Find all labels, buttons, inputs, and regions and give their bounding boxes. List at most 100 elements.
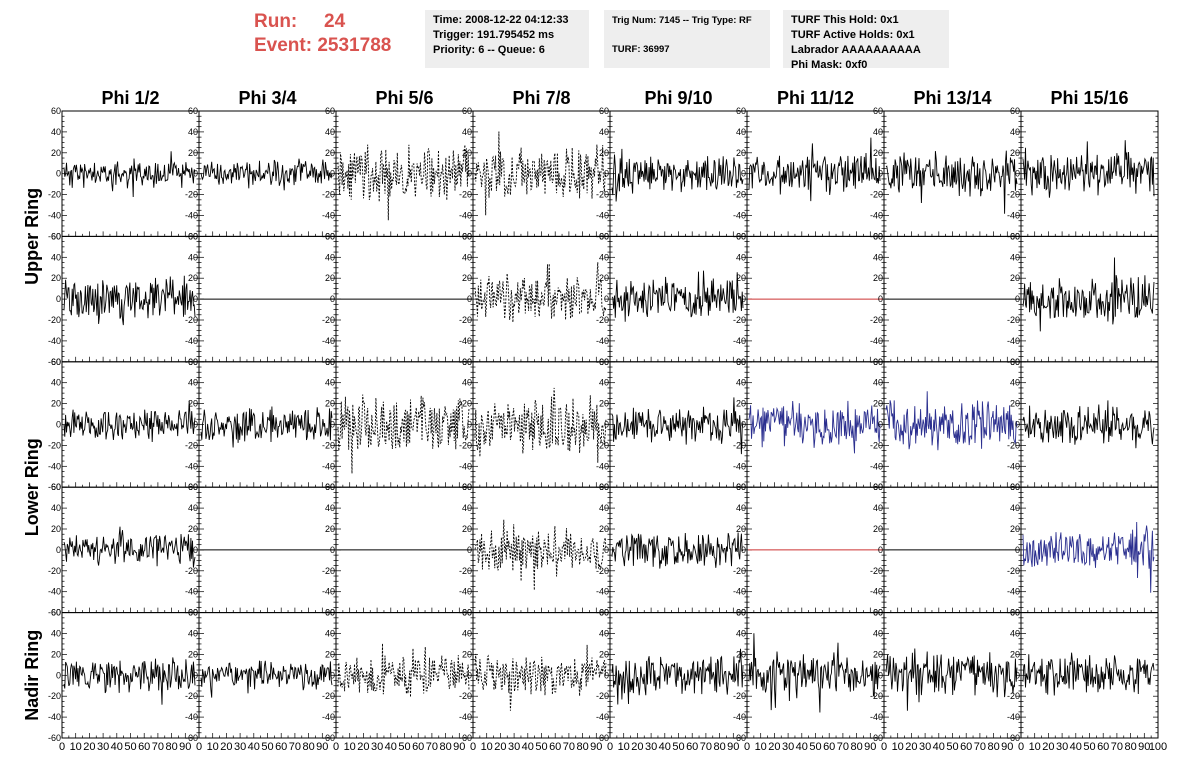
y-tick-label: 60 [188,357,198,367]
y-tick-label: 60 [188,608,198,618]
waveform-trace [885,150,1018,214]
y-tick-label: -40 [322,336,335,346]
x-tick-label: 90 [179,741,191,753]
y-tick-label: -20 [459,566,472,576]
y-tick-label: 20 [599,649,609,659]
waveform-trace [337,643,470,698]
waveform-trace [474,131,607,216]
waveform-trace [63,151,196,198]
x-tick-label: 20 [1042,741,1054,753]
y-tick-label: 40 [873,378,883,388]
phi-mask-text: Phi Mask: 0xf0 [791,59,868,71]
y-tick-label: 40 [599,252,609,262]
trig-num-text: Trig Num: 7145 -- Trig Type: RF [612,15,752,26]
y-tick-label: -20 [48,315,61,325]
y-tick-label: 20 [325,273,335,283]
y-tick-label: 20 [599,399,609,409]
y-tick-label: -20 [48,566,61,576]
y-tick-label: 60 [188,482,198,492]
y-tick-label: -20 [459,315,472,325]
y-tick-label: 40 [873,503,883,513]
waveform-trace [63,657,196,705]
x-tick-label: 10 [481,741,493,753]
column-header: Phi 1/2 [101,88,159,108]
y-tick-label: 0 [56,294,61,304]
x-tick-label: 30 [919,741,931,753]
y-tick-label: 40 [599,629,609,639]
x-tick-label: 70 [974,741,986,753]
y-tick-label: 40 [873,252,883,262]
y-tick-label: -40 [459,336,472,346]
y-tick-label: 20 [736,524,746,534]
waveform-trace [474,262,607,323]
y-tick-label: -40 [1007,712,1020,722]
row-header: Nadir Ring [22,630,42,721]
y-tick-label: -20 [733,190,746,200]
y-tick-label: 0 [467,169,472,179]
y-tick-label: 0 [467,294,472,304]
y-tick-label: 60 [51,231,61,241]
x-tick-label: 0 [1018,741,1024,753]
x-tick-label: 30 [782,741,794,753]
x-tick-label: 50 [124,741,136,753]
y-tick-label: -20 [322,440,335,450]
x-tick-label: 40 [111,741,123,753]
y-tick-label: 0 [741,545,746,555]
x-tick-label: 80 [987,741,999,753]
x-tick-label: 60 [960,741,972,753]
y-tick-label: -60 [48,482,61,492]
x-tick-label: 0 [607,741,613,753]
y-tick-label: -40 [870,712,883,722]
y-tick-label: -60 [48,608,61,618]
y-tick-label: 20 [873,273,883,283]
column-header: Phi 11/12 [777,88,854,108]
waveform-trace [885,648,1018,711]
event-value: 2531788 [317,35,392,56]
x-tick-label: 90 [1138,741,1150,753]
column-header: Phi 13/14 [913,88,991,108]
x-tick-label: 20 [83,741,95,753]
y-tick-label: 0 [193,670,198,680]
waveform-trace [63,400,196,443]
y-tick-label: 40 [51,503,61,513]
y-tick-label: -20 [870,315,883,325]
y-tick-label: -40 [596,712,609,722]
turf-panel: TURF This Hold: 0x1 TURF Active Holds: 0… [783,10,949,71]
x-tick-label: 40 [522,741,534,753]
y-tick-label: -20 [733,440,746,450]
y-tick-label: 0 [467,670,472,680]
waveform-trace [474,387,607,463]
y-tick-label: 60 [873,231,883,241]
waveform-trace [748,633,881,713]
x-tick-label: 40 [1070,741,1082,753]
x-tick-label: 20 [494,741,506,753]
y-tick-label: -20 [1007,440,1020,450]
y-tick-label: 40 [462,127,472,137]
x-tick-label: 20 [768,741,780,753]
y-tick-label: -60 [185,733,198,743]
x-tick-label: 0 [333,741,339,753]
y-tick-label: -40 [1007,461,1020,471]
y-tick-label: -20 [733,315,746,325]
y-tick-label: 20 [51,148,61,158]
x-tick-label: 60 [549,741,561,753]
y-tick-label: 60 [1010,608,1020,618]
x-tick-label: 90 [453,741,465,753]
y-tick-label: 0 [56,545,61,555]
y-tick-label: 40 [599,127,609,137]
y-tick-label: -20 [48,691,61,701]
x-tick-label: 80 [439,741,451,753]
y-tick-label: 0 [604,545,609,555]
x-tick-label: 30 [645,741,657,753]
y-tick-label: 60 [599,231,609,241]
x-tick-label: 50 [261,741,273,753]
